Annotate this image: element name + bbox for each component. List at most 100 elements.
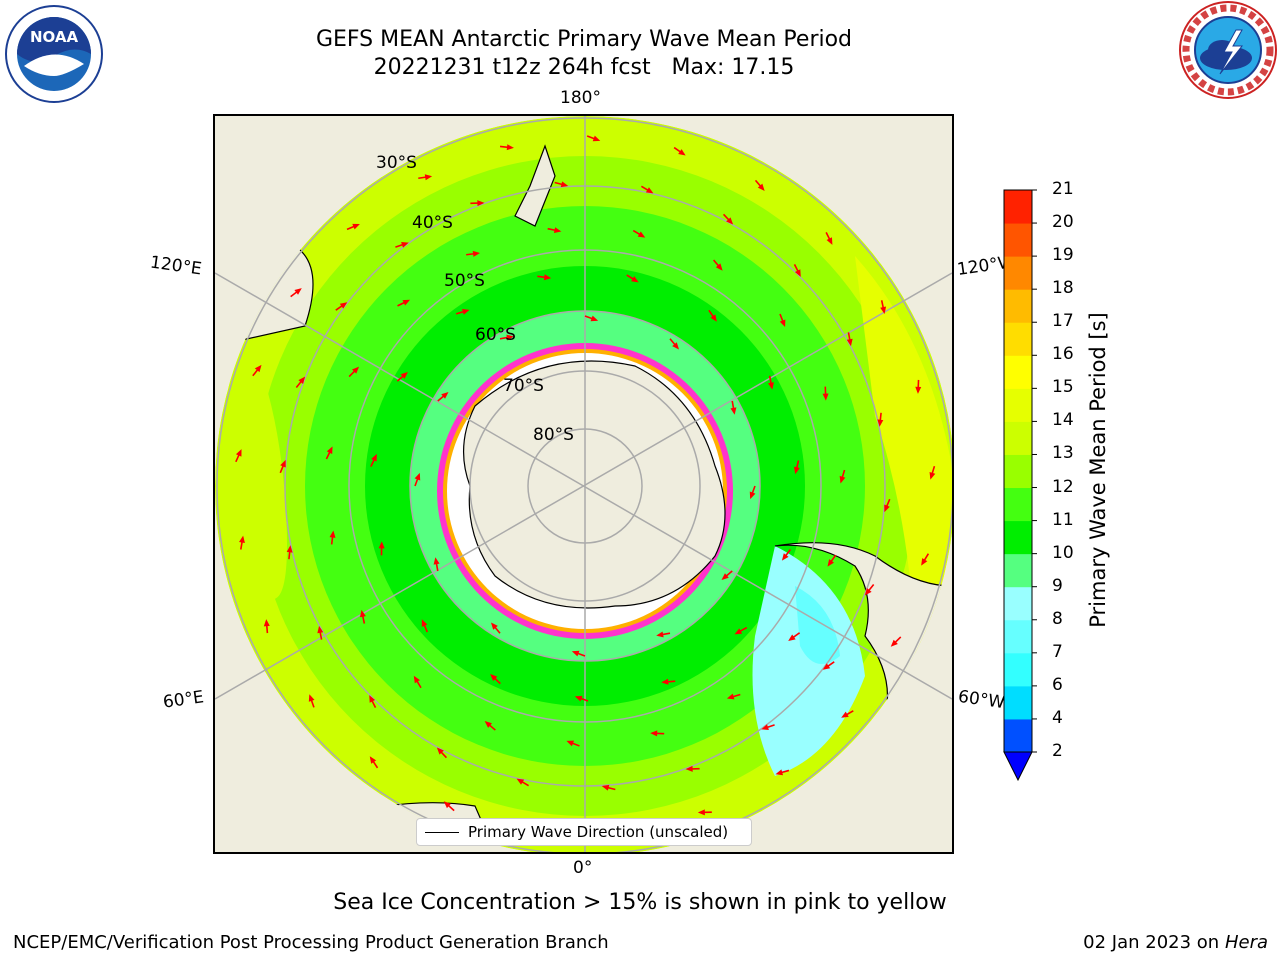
lat-label-80: 80°S xyxy=(533,425,574,445)
wave-arrow-head xyxy=(472,250,481,257)
wave-arrow-head xyxy=(414,472,421,481)
noaa-logo: NOAA xyxy=(5,5,103,103)
wave-arrow-head xyxy=(864,588,872,596)
wave-arrow-head xyxy=(424,174,433,181)
wave-arrow-head xyxy=(294,288,302,295)
colorbar-segment xyxy=(1004,718,1032,753)
map-panel xyxy=(213,114,954,854)
colorbar-tick-label: 12 xyxy=(1052,476,1074,497)
wave-arrow-head xyxy=(560,181,569,188)
wave-arrow-head xyxy=(631,276,639,283)
colorbar-tick-label: 7 xyxy=(1052,641,1063,662)
new-zealand xyxy=(514,144,556,227)
wave-arrow-head xyxy=(822,393,829,401)
colorbar-tick-label: 16 xyxy=(1052,344,1074,365)
wave-arrow-head xyxy=(326,446,333,455)
noaa-logo-text: NOAA xyxy=(30,28,79,46)
wave-arrow-head xyxy=(890,639,898,647)
wave-arrow-head xyxy=(841,711,849,718)
legend-line-sample xyxy=(425,832,459,833)
wave-arrow-head xyxy=(788,634,796,641)
wave-arrow-head xyxy=(637,231,646,238)
colorbar-tick-label: 13 xyxy=(1052,443,1074,464)
colorbar-tick-label: 15 xyxy=(1052,377,1074,398)
colorbar-segment xyxy=(1004,223,1032,257)
colorbar-tick-label: 4 xyxy=(1052,707,1063,728)
wave-arrow-head xyxy=(441,392,449,399)
wave-arrow-head xyxy=(239,535,245,544)
wave-direction-arrows xyxy=(235,135,936,835)
wave-arrow-head xyxy=(433,557,440,565)
wave-arrow-head xyxy=(839,475,846,484)
wave-arrow-head xyxy=(436,747,444,755)
wave-arrow-head xyxy=(400,372,408,379)
colorbar-segment xyxy=(1004,190,1032,224)
wave-arrow-head xyxy=(359,609,366,618)
wave-arrow-head xyxy=(574,695,583,702)
colorbar-tick-label: 11 xyxy=(1052,509,1074,530)
wave-arrow-head xyxy=(352,223,360,230)
wave-arrow-head xyxy=(721,573,729,580)
lon-label-top: 180° xyxy=(560,88,601,108)
legend-label: Primary Wave Direction (unscaled) xyxy=(468,823,729,841)
wave-arrow-head xyxy=(443,801,451,809)
colorbar-segment xyxy=(1004,553,1032,588)
lon-label-upper-left: 120°E xyxy=(148,252,203,280)
wave-arrow-head xyxy=(726,217,734,225)
wave-arrow-head xyxy=(929,472,936,480)
colorbar-segment xyxy=(1004,685,1032,720)
chart-title: GEFS MEAN Antarctic Primary Wave Mean Pe… xyxy=(316,26,852,82)
colorbar-segment xyxy=(1004,388,1032,422)
wave-arrow-head xyxy=(672,342,679,350)
wave-arrow-head xyxy=(749,491,756,500)
wave-arrow-head xyxy=(286,545,293,553)
wave-arrow-head xyxy=(697,809,705,816)
wave-arrow-head xyxy=(645,187,654,194)
wave-arrow-head xyxy=(369,756,377,764)
wave-arrow-head xyxy=(402,299,411,306)
high-period-east xyxy=(855,256,952,676)
colorbar-tick-label: 9 xyxy=(1052,575,1063,596)
colorbar-tick-label: 2 xyxy=(1052,741,1063,761)
colorbar-segment xyxy=(1004,256,1032,290)
colorbar-title: Primary Wave Mean Period [s] xyxy=(1086,312,1110,628)
antarctica xyxy=(463,360,726,609)
wave-arrow-head xyxy=(413,675,420,684)
wave-arrow-head xyxy=(491,622,498,630)
wave-arrow-head xyxy=(710,314,717,322)
wave-arrow-head xyxy=(715,263,723,271)
lon-label-lower-left: 60°E xyxy=(161,687,206,713)
wave-arrow-head xyxy=(822,663,831,670)
wave-arrow-head xyxy=(650,730,658,737)
colorbar-segment xyxy=(1004,355,1032,389)
colorbar-segment xyxy=(1004,652,1032,687)
lat-label-70: 70°S xyxy=(503,376,544,396)
wave-arrow-head xyxy=(571,650,580,657)
wave-arrow-head xyxy=(877,419,884,427)
colorbar-tick-label: 8 xyxy=(1052,608,1063,629)
colorbar-tick-label: 20 xyxy=(1052,212,1074,233)
wave-arrow-head xyxy=(339,302,348,309)
colorbar-segment xyxy=(1004,586,1032,621)
wave-arrow-head xyxy=(462,308,470,315)
wave-arrow-head xyxy=(827,559,835,567)
wave-arrow-head xyxy=(516,778,525,785)
lat-label-30: 30°S xyxy=(376,153,417,173)
wave-arrow-head xyxy=(590,315,599,322)
wave-arrow-head xyxy=(553,227,562,234)
wave-arrow-head xyxy=(794,269,801,277)
colorbar-segment xyxy=(1004,454,1032,489)
wave-arrow-head xyxy=(506,334,514,341)
lat-label-40: 40°S xyxy=(412,213,453,233)
colorbar-under-arrow xyxy=(1003,751,1033,782)
wave-arrow-head xyxy=(235,449,242,457)
wave-arrow-head xyxy=(915,386,922,394)
wave-arrow-head xyxy=(661,678,669,685)
colorbar-tick-label: 21 xyxy=(1052,179,1074,199)
wave-arrow-head xyxy=(371,453,377,462)
wave-arrow-head xyxy=(734,628,743,635)
wave-arrow-head xyxy=(826,237,833,245)
title-line1: GEFS MEAN Antarctic Primary Wave Mean Pe… xyxy=(315,27,853,52)
wave-arrow-head xyxy=(378,541,385,549)
colorbar-tick-label: 17 xyxy=(1052,311,1074,332)
